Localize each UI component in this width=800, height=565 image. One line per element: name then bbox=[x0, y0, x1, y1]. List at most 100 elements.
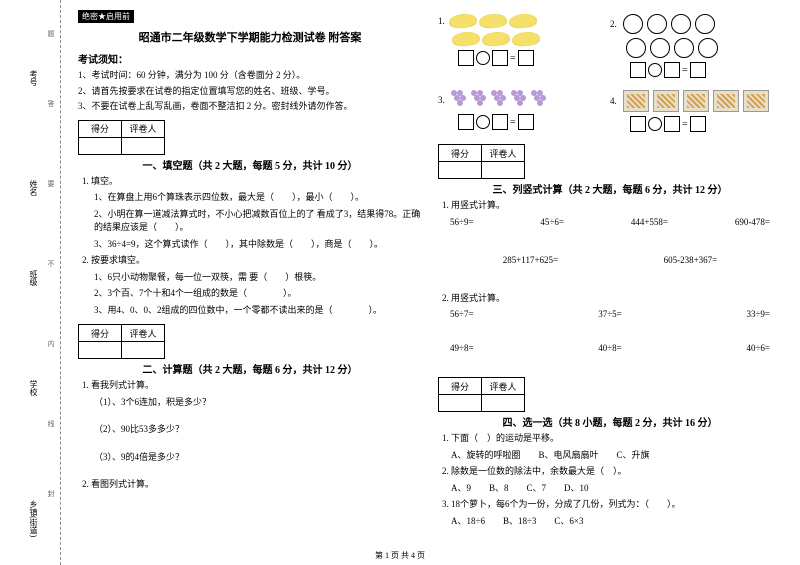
sub-question: （2）、90比53多多少？ bbox=[94, 423, 422, 437]
binding-strip: 乡镇(街道) 学校 班级 姓名 考号 封 线 内 不 要 答 题 bbox=[0, 0, 61, 565]
calc-item: 40÷6= bbox=[746, 343, 770, 353]
fruit-icon bbox=[650, 38, 670, 58]
answer-box[interactable] bbox=[690, 62, 706, 78]
sub-question: 3、36÷4=9，这个算式读作（ ），其中除数是（ ），商是（ ）。 bbox=[94, 238, 422, 252]
bag-icon bbox=[713, 90, 739, 112]
bag-icon bbox=[743, 90, 769, 112]
score-header: 得分 bbox=[79, 325, 122, 342]
sub-question: （1）、3个6连加，积是多少？ bbox=[94, 396, 422, 410]
answer-box[interactable] bbox=[518, 114, 534, 130]
bag-icon bbox=[683, 90, 709, 112]
binding-hint: 内 bbox=[46, 340, 56, 347]
score-header: 评卷人 bbox=[122, 120, 165, 137]
section-4-title: 四、选一选（共 8 小题，每题 2 分，共计 16 分） bbox=[438, 414, 782, 429]
binding-hint: 线 bbox=[46, 420, 56, 427]
calc-item: 285+117+625= bbox=[503, 255, 558, 265]
calc-item: 56÷9= bbox=[450, 217, 474, 227]
operator-circle[interactable] bbox=[476, 51, 490, 65]
calc-item: 444+558= bbox=[631, 217, 668, 227]
section-2-title: 二、计算题（共 2 大题，每题 6 分，共计 12 分） bbox=[78, 361, 422, 376]
answer-box[interactable] bbox=[492, 114, 508, 130]
grapes-icon bbox=[531, 90, 547, 110]
score-header: 得分 bbox=[439, 145, 482, 162]
calc-item: 33÷9= bbox=[746, 309, 770, 319]
calc-row: 285+117+625= 605-238+367= bbox=[450, 255, 770, 265]
operator-circle[interactable] bbox=[476, 115, 490, 129]
question: 2. 用竖式计算。 bbox=[442, 292, 782, 306]
sub-question: 2、3个百、7个十和4个一组成的数是（ ）。 bbox=[94, 287, 422, 301]
answer-box[interactable] bbox=[492, 50, 508, 66]
answer-box[interactable] bbox=[458, 50, 474, 66]
binding-field-id: 考号 bbox=[28, 70, 39, 86]
notice-item: 1、考试时间：60 分钟，满分为 100 分（含卷面分 2 分）。 bbox=[78, 69, 422, 82]
fruit-icon bbox=[623, 14, 643, 34]
sub-question: 2、小明在算一道减法算式时，不小心把减数百位上的了 看成了3，结果得78。正确的… bbox=[94, 208, 422, 235]
pic-number: 1. bbox=[438, 16, 445, 26]
binding-hint: 要 bbox=[46, 180, 56, 187]
page-footer: 第 1 页 共 4 页 bbox=[0, 550, 800, 561]
operator-circle[interactable] bbox=[648, 117, 662, 131]
grapes-icon bbox=[491, 90, 507, 110]
question: 2. 按要求填空。 bbox=[82, 254, 422, 268]
binding-hint: 封 bbox=[46, 490, 56, 497]
binding-field-name: 姓名 bbox=[28, 180, 39, 196]
fruit-icon bbox=[674, 38, 694, 58]
answer-box[interactable] bbox=[664, 62, 680, 78]
question: 3. 18个萝卜，每6个为一份，分成了几份，列式为：（ ）。 bbox=[442, 498, 782, 512]
binding-field-school: 学校 bbox=[28, 380, 39, 396]
score-cell bbox=[122, 137, 165, 154]
equation: = bbox=[458, 50, 610, 66]
page-content: 绝密★启用前 昭通市二年级数学下学期能力检测试卷 附答案 考试须知： 1、考试时… bbox=[70, 10, 790, 531]
left-column: 绝密★启用前 昭通市二年级数学下学期能力检测试卷 附答案 考试须知： 1、考试时… bbox=[70, 10, 430, 531]
calc-row: 49÷8= 40÷8= 40÷6= bbox=[450, 343, 770, 353]
score-header: 评卷人 bbox=[482, 378, 525, 395]
score-box: 得分评卷人 bbox=[438, 144, 525, 179]
pic-number: 2. bbox=[610, 19, 617, 29]
score-cell bbox=[482, 162, 525, 179]
confidential-label: 绝密★启用前 bbox=[78, 10, 134, 23]
answer-box[interactable] bbox=[630, 62, 646, 78]
operator-circle[interactable] bbox=[648, 63, 662, 77]
grapes-icon bbox=[471, 90, 487, 110]
fruit-icon bbox=[695, 14, 715, 34]
score-cell bbox=[482, 395, 525, 412]
banana-icon bbox=[451, 31, 480, 47]
grapes-icon bbox=[451, 90, 467, 110]
banana-icon bbox=[511, 31, 540, 47]
score-box: 得分评卷人 bbox=[78, 120, 165, 155]
fruit-icon bbox=[626, 38, 646, 58]
pic-number: 4. bbox=[610, 96, 617, 106]
answer-box[interactable] bbox=[458, 114, 474, 130]
banana-icon bbox=[478, 13, 507, 29]
picture-question-row2: 3. = 4. bbox=[438, 86, 782, 140]
calc-row: 56÷7= 37÷5= 33÷9= bbox=[450, 309, 770, 319]
right-column: 1. = 2. bbox=[430, 10, 790, 531]
score-cell bbox=[439, 162, 482, 179]
notice-item: 3、不要在试卷上乱写乱画，卷面不整洁扣 2 分。密封线外请勿作答。 bbox=[78, 100, 422, 113]
answer-box[interactable] bbox=[518, 50, 534, 66]
question: 1. 看我列式计算。 bbox=[82, 379, 422, 393]
binding-hint: 答 bbox=[46, 100, 56, 107]
banana-icon bbox=[481, 31, 510, 47]
score-cell bbox=[79, 342, 122, 359]
equation: = bbox=[630, 62, 782, 78]
answer-box[interactable] bbox=[630, 116, 646, 132]
answer-box[interactable] bbox=[664, 116, 680, 132]
score-header: 评卷人 bbox=[482, 145, 525, 162]
score-box: 得分评卷人 bbox=[78, 324, 165, 359]
calc-item: 56÷7= bbox=[450, 309, 474, 319]
bag-icon bbox=[623, 90, 649, 112]
notice-item: 2、请首先按要求在试卷的指定位置填写您的姓名、班级、学号。 bbox=[78, 85, 422, 98]
answer-box[interactable] bbox=[690, 116, 706, 132]
exam-title: 昭通市二年级数学下学期能力检测试卷 附答案 bbox=[78, 29, 422, 45]
binding-hint: 题 bbox=[46, 30, 56, 37]
calc-item: 37÷5= bbox=[598, 309, 622, 319]
question: 1. 下面（ ）的运动是平移。 bbox=[442, 432, 782, 446]
options: A、18÷6 B、18÷3 C、6×3 bbox=[442, 515, 782, 529]
pic-number: 3. bbox=[438, 95, 445, 105]
score-header: 评卷人 bbox=[122, 325, 165, 342]
calc-row: 56÷9= 45÷6= 444+558= 690-478= bbox=[450, 217, 770, 227]
calc-item: 49÷8= bbox=[450, 343, 474, 353]
fruit-icon bbox=[698, 38, 718, 58]
binding-hint: 不 bbox=[46, 260, 56, 267]
